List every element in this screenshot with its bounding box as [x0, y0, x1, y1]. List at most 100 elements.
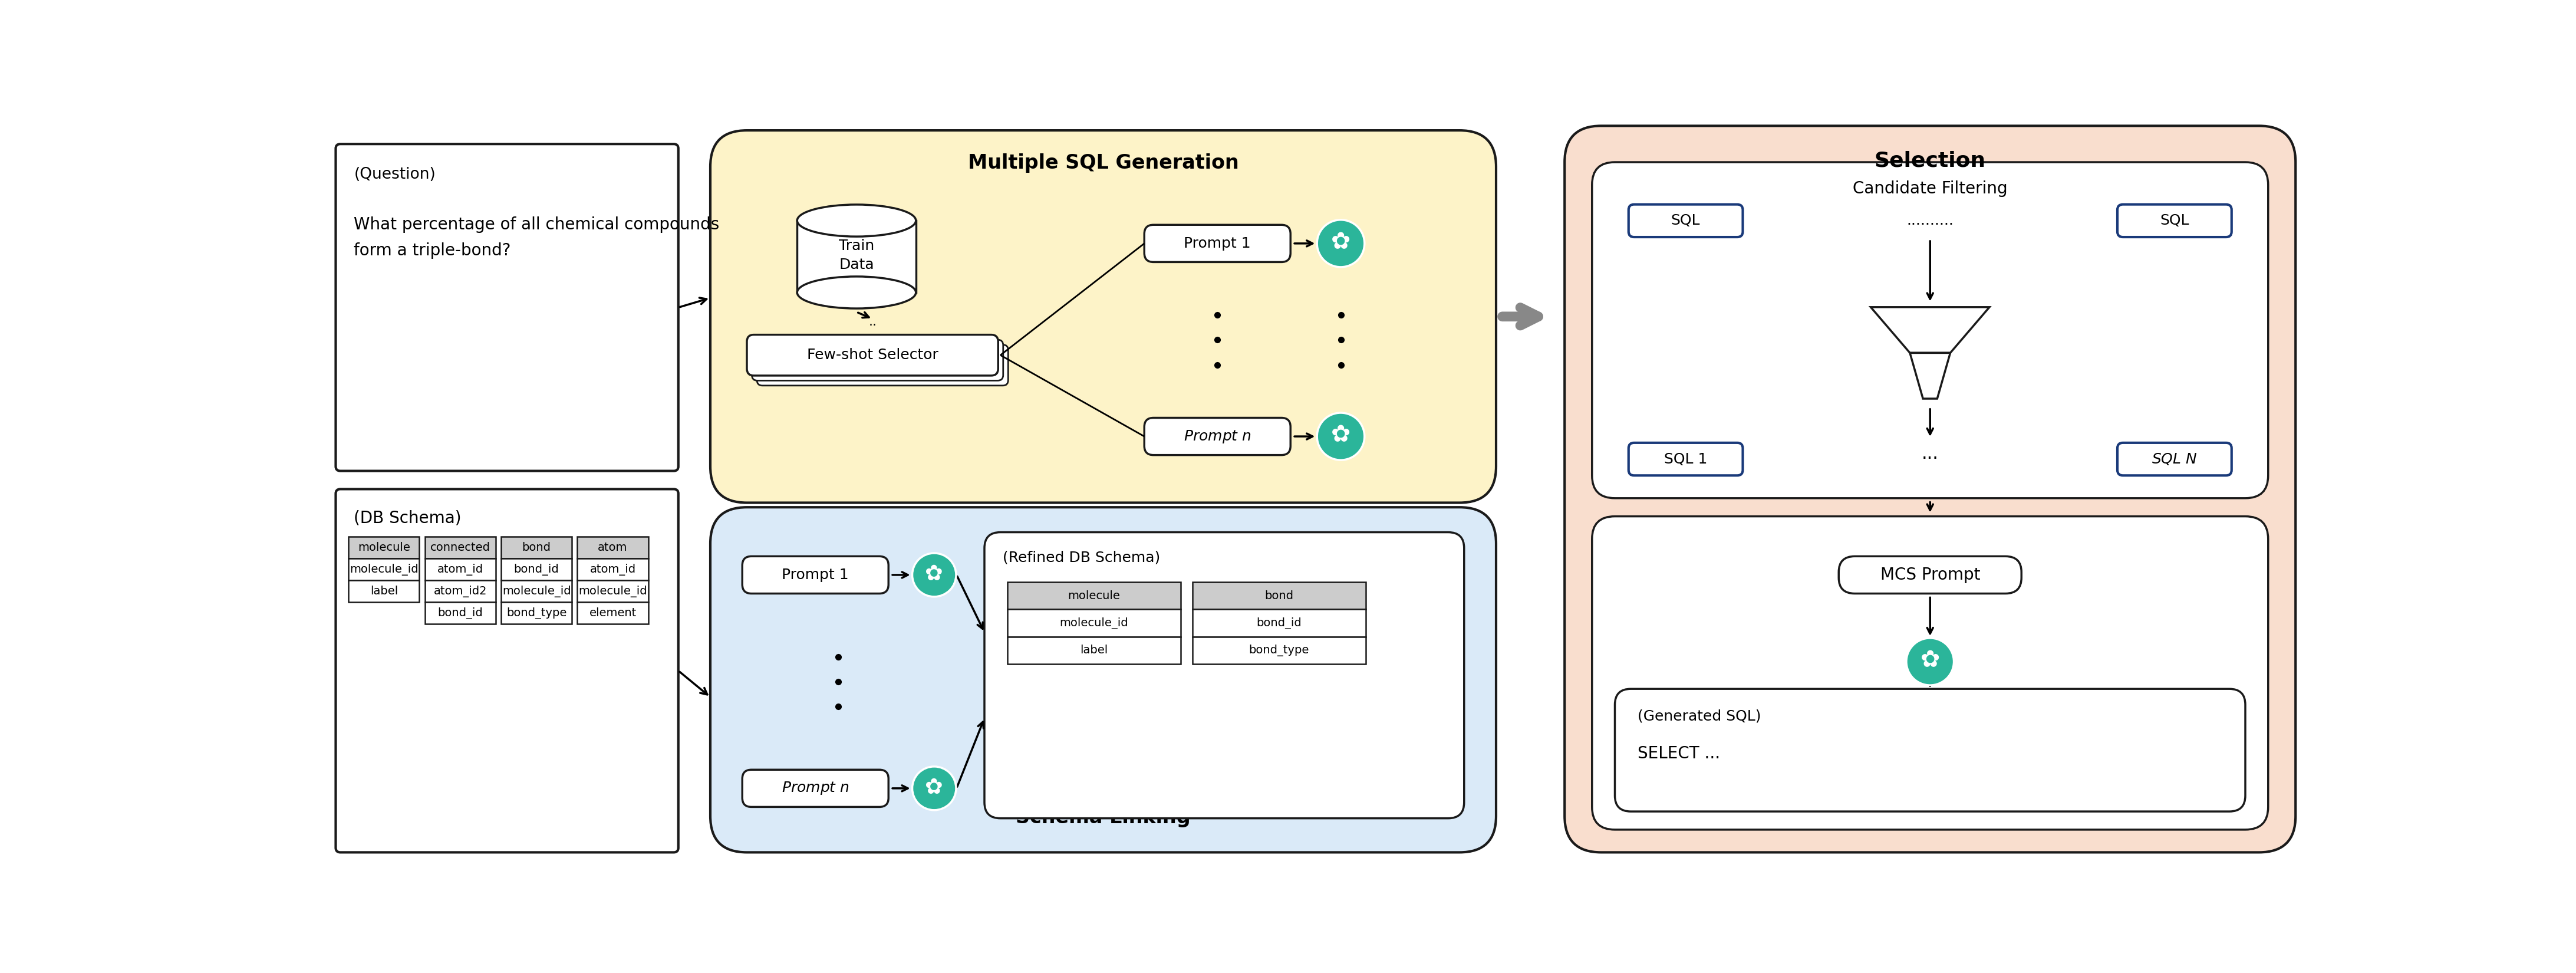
FancyBboxPatch shape: [1592, 162, 2267, 498]
Text: ✿: ✿: [925, 776, 943, 798]
Bar: [348, 580, 420, 602]
Text: molecule: molecule: [1069, 591, 1121, 601]
Text: bond_id: bond_id: [513, 563, 559, 575]
FancyBboxPatch shape: [1592, 517, 2267, 830]
FancyBboxPatch shape: [747, 335, 997, 376]
Bar: [796, 221, 917, 293]
Text: ···: ···: [1922, 450, 1940, 468]
Bar: [502, 537, 572, 559]
Bar: [1007, 582, 1180, 609]
Bar: [577, 580, 649, 602]
Bar: [502, 559, 572, 580]
Ellipse shape: [796, 276, 917, 308]
Text: ✿: ✿: [1919, 649, 1940, 672]
Circle shape: [1906, 638, 1953, 685]
Text: bond_id: bond_id: [1257, 617, 1301, 629]
Text: ✿: ✿: [1332, 231, 1350, 254]
Text: MCS Prompt: MCS Prompt: [1880, 566, 1981, 583]
Bar: [1007, 636, 1180, 664]
Text: Candidate Filtering: Candidate Filtering: [1852, 180, 2007, 197]
Bar: [577, 602, 649, 624]
Text: ..: ..: [868, 316, 876, 328]
Text: ✿: ✿: [925, 563, 943, 585]
Bar: [1193, 582, 1365, 609]
Text: (Question): (Question): [353, 166, 435, 182]
Bar: [577, 537, 649, 559]
Bar: [425, 580, 495, 602]
FancyBboxPatch shape: [1144, 225, 1291, 262]
Bar: [1193, 609, 1365, 636]
FancyBboxPatch shape: [2117, 204, 2231, 237]
Bar: [502, 580, 572, 602]
FancyBboxPatch shape: [335, 489, 677, 852]
Text: What percentage of all chemical compounds
form a triple-bond?: What percentage of all chemical compound…: [353, 217, 719, 259]
Text: SQL: SQL: [1672, 214, 1700, 228]
Text: Train
Data: Train Data: [840, 238, 873, 271]
Text: SELECT ...: SELECT ...: [1638, 745, 1721, 762]
Text: element: element: [590, 607, 636, 619]
FancyBboxPatch shape: [1144, 417, 1291, 455]
Text: Prompt $n$: Prompt $n$: [1182, 428, 1252, 445]
Text: label: label: [371, 586, 397, 596]
Bar: [1007, 609, 1180, 636]
Bar: [425, 537, 495, 559]
Text: (Refined DB Schema): (Refined DB Schema): [1002, 551, 1159, 564]
Text: ..........: ..........: [1906, 214, 1953, 228]
Circle shape: [1316, 220, 1365, 267]
Circle shape: [912, 553, 956, 596]
Text: Prompt 1: Prompt 1: [1185, 236, 1252, 250]
FancyBboxPatch shape: [711, 507, 1497, 852]
Text: atom_id2: atom_id2: [433, 586, 487, 597]
Polygon shape: [1870, 307, 1989, 353]
FancyBboxPatch shape: [711, 130, 1497, 503]
Text: bond_type: bond_type: [1249, 644, 1309, 656]
FancyBboxPatch shape: [984, 532, 1463, 818]
Bar: [1193, 636, 1365, 664]
Polygon shape: [1909, 353, 1950, 399]
Text: SQL $N$: SQL $N$: [2151, 451, 2197, 466]
FancyBboxPatch shape: [1628, 443, 1744, 476]
Bar: [425, 559, 495, 580]
FancyBboxPatch shape: [335, 144, 677, 471]
Text: molecule_id: molecule_id: [580, 586, 647, 597]
Text: bond_type: bond_type: [507, 607, 567, 619]
Ellipse shape: [796, 204, 917, 236]
Text: (Generated SQL): (Generated SQL): [1638, 709, 1762, 724]
Text: molecule_id: molecule_id: [350, 563, 417, 575]
FancyBboxPatch shape: [2117, 443, 2231, 476]
Text: ✿: ✿: [1332, 423, 1350, 448]
FancyBboxPatch shape: [752, 340, 1002, 380]
Text: SQL: SQL: [2159, 214, 2190, 228]
Circle shape: [1316, 413, 1365, 460]
FancyBboxPatch shape: [1628, 204, 1744, 237]
Text: (DB Schema): (DB Schema): [353, 510, 461, 526]
Circle shape: [912, 767, 956, 811]
Bar: [577, 559, 649, 580]
FancyBboxPatch shape: [742, 770, 889, 807]
Text: Multiple SQL Generation: Multiple SQL Generation: [969, 153, 1239, 172]
FancyBboxPatch shape: [1615, 689, 2246, 811]
FancyBboxPatch shape: [1839, 557, 2022, 594]
Text: connected: connected: [430, 542, 489, 554]
Text: Few-shot Selector: Few-shot Selector: [806, 348, 938, 362]
FancyBboxPatch shape: [742, 557, 889, 594]
Text: Schema Linking: Schema Linking: [1015, 808, 1190, 827]
Text: atom_id: atom_id: [438, 563, 484, 575]
Text: label: label: [1079, 645, 1108, 656]
FancyBboxPatch shape: [1564, 126, 2295, 852]
Text: Selection: Selection: [1875, 151, 1986, 171]
Text: molecule_id: molecule_id: [502, 586, 572, 597]
Text: molecule_id: molecule_id: [1059, 617, 1128, 629]
Bar: [348, 537, 420, 559]
Text: bond_id: bond_id: [438, 607, 482, 619]
FancyBboxPatch shape: [757, 344, 1007, 385]
Bar: [502, 602, 572, 624]
Text: bond: bond: [523, 542, 551, 554]
Text: Prompt $n$: Prompt $n$: [781, 780, 850, 796]
Bar: [348, 559, 420, 580]
Text: bond: bond: [1265, 591, 1293, 601]
Text: molecule: molecule: [358, 542, 410, 554]
Text: atom: atom: [598, 542, 629, 554]
Text: SQL 1: SQL 1: [1664, 452, 1708, 466]
Text: Prompt 1: Prompt 1: [783, 568, 850, 582]
